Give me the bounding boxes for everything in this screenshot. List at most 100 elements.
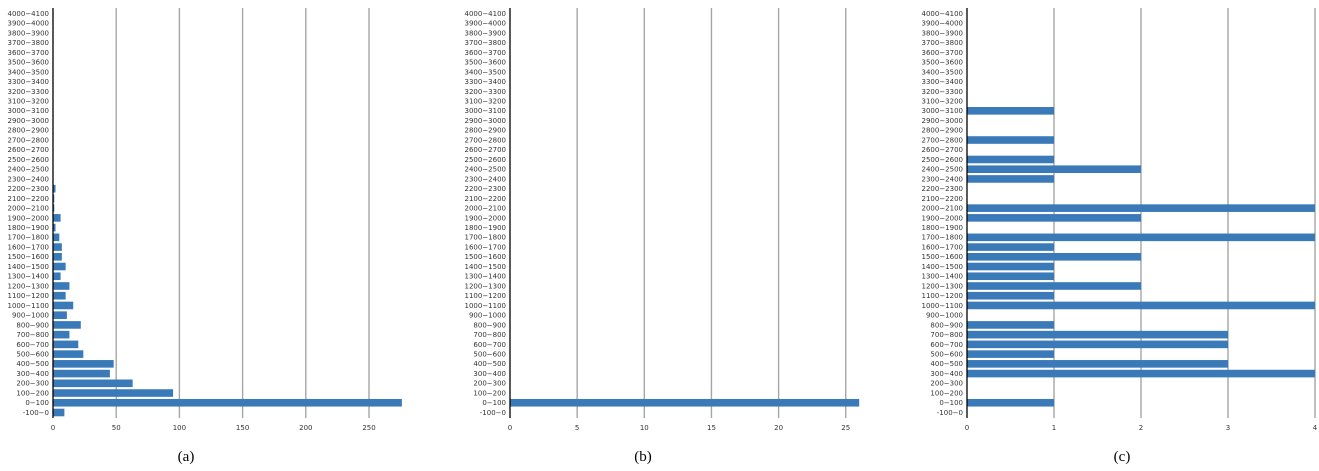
panel-a-category-label: 3000−3100 [8,107,50,115]
panel-a-x-tick-label: 100 [173,424,186,432]
panel-b-category-label: 2100−2200 [465,195,507,203]
panel-c-category-label: 3500−3600 [922,59,964,67]
panel-a-category-label: 0−100 [25,399,49,407]
panel-c-bar [967,330,1228,339]
panel-c-x-tick-label: 4 [1313,424,1318,432]
panel-b-category-label: 3400−3500 [465,68,507,76]
panel-b-x-tick-label: 25 [841,424,850,432]
panel-c-category-label: 3700−3800 [922,39,964,47]
panel-b-category-label: 2000−2100 [465,205,507,213]
panel-a-category-label: 2100−2200 [8,195,50,203]
panel-b-category-label: 2400−2500 [465,166,507,174]
panel-c-category-label: 4000−4100 [922,10,964,18]
panel-b-category-label: 3000−3100 [465,107,507,115]
panel-c-category-label: 1000−1100 [922,302,964,310]
panel-b-category-label: 1100−1200 [465,292,507,300]
panel-a-bar [53,243,62,251]
panel-c-category-label: 2000−2100 [922,205,964,213]
panel-a-category-label: 2300−2400 [8,175,50,183]
panel-a-bar [53,282,70,290]
panel-c-category-label: 900−1000 [926,312,963,320]
panel-a-bar [53,272,61,281]
panel-b-category-label: 500−600 [473,351,506,359]
panel-b-caption: (b) [634,449,652,465]
panel-c-category-label: 3900−4000 [922,20,964,28]
panel-b-category-label: 700−800 [473,331,506,339]
panel-a-bar [53,321,81,329]
panel-a-bar [53,291,66,300]
panel-a-category-label: 1900−2000 [8,214,50,222]
panel-c-bar [967,350,1054,358]
panel-a-category-label: 900−1000 [12,312,49,320]
panel-a-bar [53,389,174,397]
panel-b-category-label: 3500−3600 [465,59,507,67]
panel-c-category-label: 1400−1500 [922,263,964,271]
panel-a-category-label: 3400−3500 [8,68,50,76]
panel-a-bar [53,233,60,242]
panel-b-category-label: -100−0 [480,409,506,417]
panel-b-x-tick-label: 0 [508,424,512,432]
panel-a-x-tick-label: 200 [299,424,312,432]
panel-a-bar [53,398,402,407]
panel-c-x-tick-label: 0 [965,424,969,432]
panel-a-bar [53,214,61,222]
panel-a-x-tick-label: 0 [51,424,55,432]
panel-c-bar [967,340,1228,349]
panel-a-bar [53,379,133,388]
panel-c-x-tick-label: 3 [1226,424,1230,432]
panel-c-category-label: 2300−2400 [922,175,964,183]
panel-a-caption: (a) [178,449,195,465]
panel-c-category-label: 100−200 [930,389,963,397]
panel-a-category-label: 2000−2100 [8,205,50,213]
panel-a-bar [53,340,79,349]
panel-a-category-label: 2800−2900 [8,127,50,135]
panel-a-category-label: 3900−4000 [8,20,50,28]
panel-c-bar [967,262,1054,271]
panel-b-category-label: 1700−1800 [465,234,507,242]
panel-c-category-label: 500−600 [930,351,963,359]
panel-a-category-label: 800−900 [16,321,49,329]
panel-a-bar [53,311,67,319]
panel-b-category-label: 3900−4000 [465,20,507,28]
panel-a-bar [53,408,65,417]
panel-b-category-label: 3600−3700 [465,49,507,57]
panel-c-category-label: 1100−1200 [922,292,964,300]
panel-a-category-label: 3300−3400 [8,78,50,86]
panel-a-category-label: 2600−2700 [8,146,50,154]
panel-a-category-label: 1400−1500 [8,263,50,271]
panel-a-bar [53,184,56,193]
panel-a-bar [53,223,56,232]
panel-c-bar [967,175,1054,183]
panel-b-category-label: 2300−2400 [465,175,507,183]
panel-a-category-label: 3700−3800 [8,39,50,47]
panel-b-category-label: 3100−3200 [465,97,507,105]
panel-c-category-label: -100−0 [937,409,963,417]
panel-c-category-label: 2200−2300 [922,185,964,193]
panel-a-bar [53,360,114,368]
panel-b-category-label: 3700−3800 [465,39,507,47]
panel-a-bar [53,262,66,271]
panel-c-category-label: 0−100 [939,399,963,407]
panel-c-category-label: 800−900 [930,321,963,329]
panel-b-bar [510,398,860,407]
panel-a-category-label: -100−0 [23,409,49,417]
panel-c-category-label: 700−800 [930,331,963,339]
panel-c-category-label: 400−500 [930,360,963,368]
panel-b-category-label: 1000−1100 [465,302,507,310]
panel-a-category-label: 3800−3900 [8,29,50,37]
panel-b-category-label: 800−900 [473,321,506,329]
panel-c-category-label: 600−700 [930,341,963,349]
panel-c-category-label: 1900−2000 [922,214,964,222]
panel-c-bar [967,214,1141,222]
panel-b-category-label: 900−1000 [469,312,506,320]
panel-c-category-label: 1600−1700 [922,243,964,251]
panel-a-category-label: 300−400 [16,370,49,378]
panel-c-category-label: 3400−3500 [922,68,964,76]
panel-a-category-label: 2200−2300 [8,185,50,193]
panel-c-category-label: 2400−2500 [922,166,964,174]
panel-a-bar [53,350,84,358]
panel-a-category-label: 600−700 [16,341,49,349]
panel-a-category-label: 700−800 [16,331,49,339]
